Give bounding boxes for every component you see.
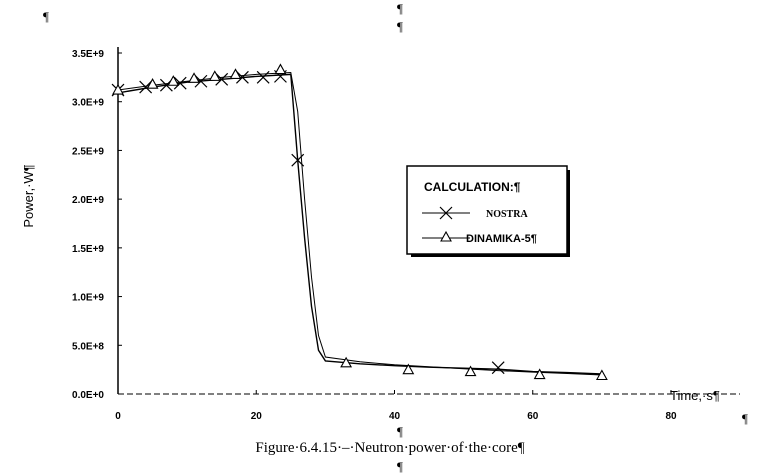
paragraph-mark-bottom-right: ¶: [742, 411, 748, 426]
nostra-point: [194, 74, 208, 88]
y-tick-label: 3.5E+9: [72, 49, 104, 60]
dinamika-point: [274, 63, 287, 75]
figure-caption: Figure·6.4.15·–·Neutron·power·of·the·cor…: [255, 440, 525, 456]
y-tick-label: 1.0E+9: [72, 293, 104, 304]
legend-shadow-right: [567, 170, 570, 257]
x-tick-label: 40: [389, 411, 401, 422]
paragraph-mark-top-left: ¶: [43, 9, 49, 24]
y-tick-label: 5.0E+8: [72, 341, 104, 352]
paragraph-mark-bottom-center-2: ¶: [397, 459, 403, 474]
neutron-power-chart: 0.0E+0 5.0E+8 1.0E+9 1.5E+9 2.0E+9 2.5E+9 3.0E…: [21, 47, 740, 422]
dinamika-point: [464, 365, 477, 377]
dinamika-point: [229, 68, 242, 79]
paragraph-mark-bottom-center-1: ¶: [397, 424, 403, 439]
y-tick-label: 2.5E+9: [72, 146, 104, 157]
nostra-point: [236, 70, 249, 84]
nostra-point: [256, 70, 270, 84]
paragraph-mark-top-center-1: ¶: [397, 1, 403, 16]
legend-nostra-x-icon: [439, 206, 453, 220]
chart-tick-labels: 0.0E+0 5.0E+8 1.0E+9 1.5E+9 2.0E+9 2.5E+9 3.0E…: [72, 49, 677, 422]
legend-dinamika-triangle-icon: [440, 230, 452, 242]
dinamika-point: [402, 363, 415, 375]
dinamika-point: [595, 369, 608, 381]
x-tick-label: 20: [251, 411, 263, 422]
dinamika-point: [340, 356, 353, 368]
paragraph-mark-top-center-2: ¶: [397, 19, 403, 34]
nostra-point: [291, 153, 305, 167]
chart-legend: CALCULATION:¶ NOSTRA DINAMIKA-5¶: [406, 165, 570, 257]
legend-shadow-bottom: [411, 254, 570, 257]
y-axis-label: Power,·W¶: [21, 164, 36, 227]
x-axis-label: Time,·s¶: [670, 388, 720, 403]
nostra-point: [173, 76, 187, 90]
y-tick-label: 0.0E+0: [72, 390, 104, 401]
series-line-dinamika: [117, 71, 602, 376]
x-tick-label: 60: [527, 411, 539, 422]
nostra-point: [139, 80, 153, 94]
legend-nostra-label: NOSTRA: [486, 209, 528, 220]
dinamika-point: [146, 78, 159, 89]
y-tick-label: 3.0E+9: [72, 98, 104, 109]
legend-dinamika-label: DINAMIKA-5¶: [466, 233, 537, 245]
y-tick-label: 1.5E+9: [72, 244, 104, 255]
dinamika-point: [533, 368, 546, 380]
x-tick-label: 80: [665, 411, 677, 422]
nostra-point: [215, 72, 229, 86]
y-tick-label: 2.0E+9: [72, 195, 104, 206]
dinamika-point: [188, 72, 200, 83]
dinamika-point: [208, 70, 221, 81]
dinamika-point: [112, 83, 124, 95]
dinamika-point: [167, 75, 180, 86]
chart-axes: [117, 47, 740, 395]
x-tick-label: 0: [115, 411, 121, 422]
nostra-point: [491, 361, 505, 375]
chart-markers: [111, 63, 608, 381]
legend-title: CALCULATION:¶: [424, 180, 521, 194]
